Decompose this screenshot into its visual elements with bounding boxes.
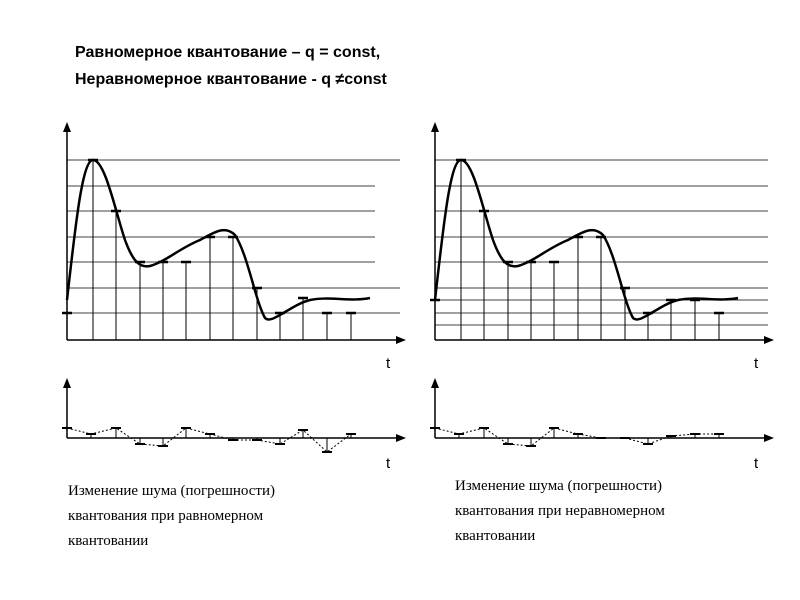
noise [66, 427, 352, 453]
arrow [431, 122, 439, 132]
caption-line: квантования при равномерном [68, 508, 264, 524]
signal [433, 158, 739, 321]
caption-line: Изменение шума (погрешности) [455, 478, 662, 494]
arrow [396, 434, 406, 442]
title-line: Неравномерное квантование - q ≠const [75, 71, 388, 88]
axis-label: t [754, 455, 759, 472]
arrow [431, 378, 439, 388]
panel: tt [430, 122, 774, 472]
caption-line: Изменение шума (погрешности) [68, 483, 275, 499]
axis-label: t [386, 355, 391, 372]
caption-line: квантовании [68, 533, 148, 549]
arrow [764, 336, 774, 344]
arrow [764, 434, 774, 442]
arrow [63, 122, 71, 132]
noise [434, 427, 719, 447]
arrow [63, 378, 71, 388]
title-line: Равномерное квантование – q = const, [75, 44, 380, 61]
axis-label: t [754, 355, 759, 372]
arrow [396, 336, 406, 344]
axis-label: t [386, 455, 391, 472]
caption-line: квантовании [455, 528, 535, 544]
signal [65, 158, 371, 321]
panel: tt [62, 122, 406, 472]
caption-line: квантования при неравномерном [455, 503, 665, 519]
